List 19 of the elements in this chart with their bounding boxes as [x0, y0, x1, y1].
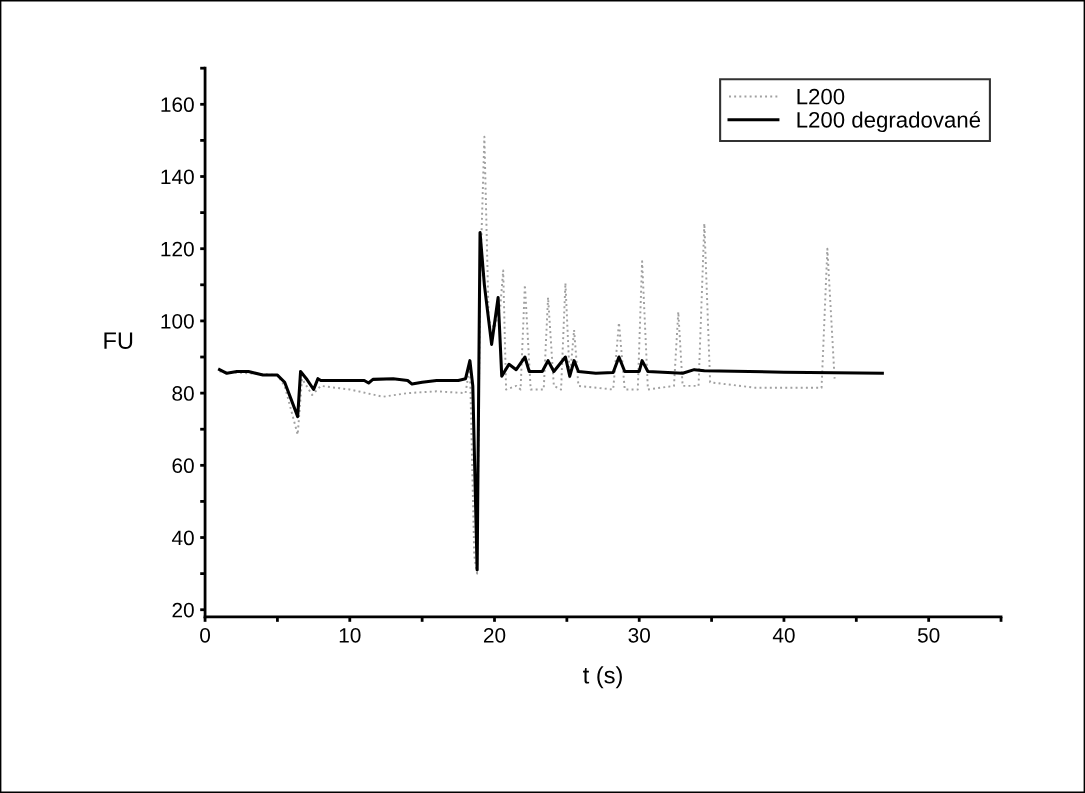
x-axis-title: t (s): [583, 666, 622, 689]
x-tick-label: 10: [339, 627, 361, 643]
y-tick-label: 140: [161, 169, 194, 185]
x-tick-label: 30: [628, 627, 650, 643]
y-tick-label: 40: [171, 530, 194, 546]
x-tick-label: 50: [917, 627, 940, 643]
line-series: [218, 230, 884, 572]
y-tick-label: 120: [161, 241, 194, 257]
y-tick-label: 60: [172, 458, 194, 474]
x-tick-label: 20: [483, 627, 506, 643]
y-tick-label: 160: [161, 97, 194, 113]
y-tick-label: 100: [161, 313, 194, 329]
x-tick-label: 40: [772, 627, 795, 643]
legend-label: L200 degradované: [797, 111, 981, 133]
legend-label: L200: [797, 88, 845, 105]
y-tick-label: 80: [172, 386, 194, 401]
x-tick-label: 0: [200, 627, 211, 643]
y-tick-label: 20: [172, 602, 194, 618]
y-axis-title: FU: [104, 332, 133, 349]
